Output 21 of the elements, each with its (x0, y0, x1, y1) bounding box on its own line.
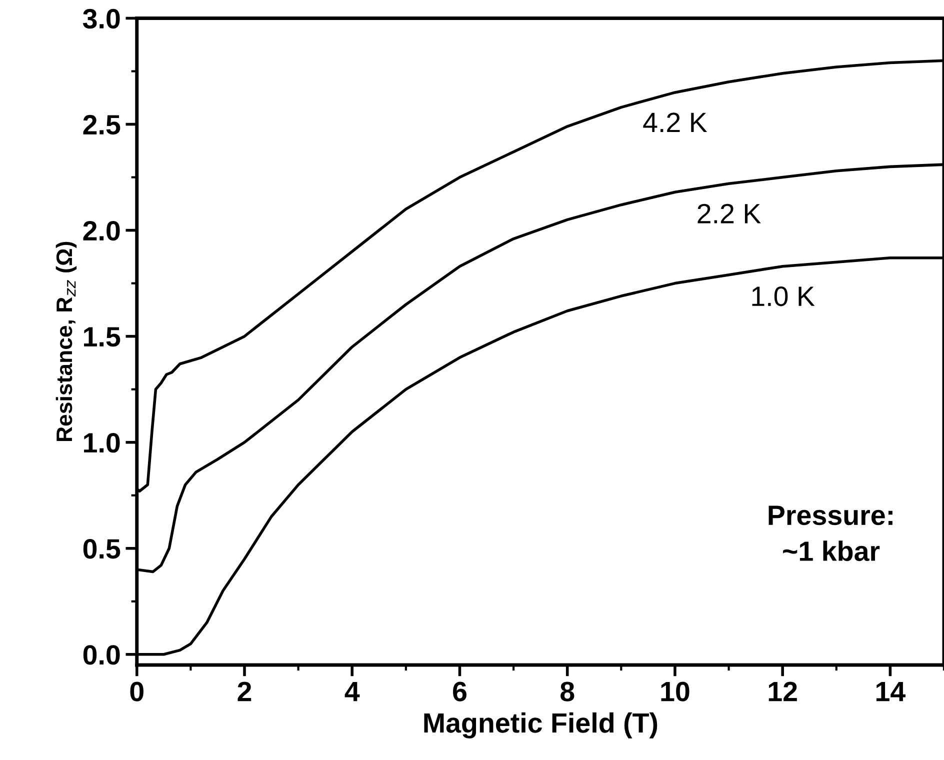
annotation: Pressure: ~1 kbar (768, 506, 892, 562)
x-axis-title: Magnetic Field (T) (424, 712, 658, 738)
x-tick-label: 12 (768, 682, 797, 702)
y-tick-label: 2.0 (83, 220, 120, 241)
x-tick-label: 6 (453, 682, 466, 702)
y-tick-label: 3.0 (82, 8, 120, 29)
x-tick-label: 14 (876, 682, 906, 702)
series-label: 4.2 K (643, 112, 708, 132)
y-tick-label: 1.0 (84, 433, 120, 453)
series-label: 2.2 K (698, 204, 761, 224)
y-tick-label: 0.5 (83, 539, 120, 559)
x-tick-label: 2 (238, 682, 252, 702)
x-tick-label: 4 (344, 682, 360, 702)
y-tick-label: 2.5 (83, 114, 120, 135)
y-axis-title: Resistance, R$_{zz}$ (Ω) (56, 242, 77, 442)
x-tick-label: 8 (560, 682, 574, 702)
x-tick-label: 0 (130, 682, 144, 702)
x-tick-label: 10 (661, 682, 690, 702)
series-label: 1.0 K (752, 286, 815, 306)
y-tick-label: 0.0 (83, 645, 120, 665)
y-tick-label: 1.5 (84, 327, 120, 347)
